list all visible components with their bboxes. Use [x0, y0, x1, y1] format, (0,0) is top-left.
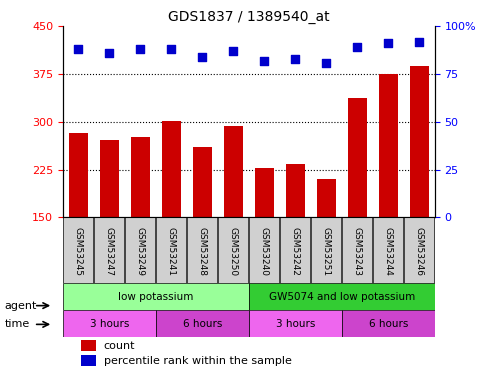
Text: 6 hours: 6 hours — [183, 319, 222, 329]
Point — [415, 39, 423, 45]
Bar — [100, 140, 118, 313]
Text: GSM53245: GSM53245 — [74, 227, 83, 276]
Text: GW5074 and low potassium: GW5074 and low potassium — [269, 291, 415, 302]
FancyBboxPatch shape — [404, 217, 434, 283]
Point — [105, 50, 113, 56]
Title: GDS1837 / 1389540_at: GDS1837 / 1389540_at — [168, 10, 329, 24]
FancyBboxPatch shape — [342, 310, 435, 338]
Text: GSM53249: GSM53249 — [136, 227, 145, 276]
Text: 3 hours: 3 hours — [89, 319, 129, 329]
FancyBboxPatch shape — [63, 310, 156, 338]
Text: count: count — [104, 341, 135, 351]
Bar — [379, 74, 398, 313]
Bar — [193, 147, 212, 313]
Bar — [286, 165, 304, 313]
Text: 6 hours: 6 hours — [369, 319, 408, 329]
Bar — [131, 137, 150, 313]
Bar — [317, 179, 336, 313]
Text: GSM53250: GSM53250 — [229, 227, 238, 276]
Bar — [81, 340, 96, 351]
FancyBboxPatch shape — [126, 217, 155, 283]
Bar — [255, 168, 273, 313]
FancyBboxPatch shape — [218, 217, 248, 283]
Text: GSM53243: GSM53243 — [353, 227, 362, 276]
FancyBboxPatch shape — [156, 310, 249, 338]
FancyBboxPatch shape — [373, 217, 403, 283]
Text: GSM53247: GSM53247 — [105, 227, 114, 276]
Text: GSM53251: GSM53251 — [322, 227, 331, 276]
Bar — [81, 356, 96, 366]
Bar — [224, 126, 242, 313]
FancyBboxPatch shape — [63, 283, 249, 310]
Text: percentile rank within the sample: percentile rank within the sample — [104, 356, 292, 366]
Point — [354, 44, 361, 50]
FancyBboxPatch shape — [156, 217, 186, 283]
Point — [291, 56, 299, 62]
Text: GSM53244: GSM53244 — [384, 227, 393, 276]
Point — [199, 54, 206, 60]
Point — [74, 46, 82, 52]
Point — [260, 58, 268, 64]
Text: GSM53240: GSM53240 — [260, 227, 269, 276]
Bar — [69, 133, 87, 313]
Point — [136, 46, 144, 52]
FancyBboxPatch shape — [94, 217, 124, 283]
FancyBboxPatch shape — [280, 217, 310, 283]
Text: time: time — [5, 320, 30, 329]
Text: GSM53246: GSM53246 — [415, 227, 424, 276]
Point — [322, 60, 330, 66]
Text: 3 hours: 3 hours — [275, 319, 315, 329]
FancyBboxPatch shape — [342, 217, 372, 283]
Bar — [410, 66, 428, 313]
Text: GSM53248: GSM53248 — [198, 227, 207, 276]
FancyBboxPatch shape — [63, 217, 93, 283]
FancyBboxPatch shape — [249, 283, 435, 310]
Text: GSM53242: GSM53242 — [291, 227, 300, 276]
Text: low potassium: low potassium — [118, 291, 194, 302]
Point — [229, 48, 237, 54]
Bar — [348, 98, 367, 313]
FancyBboxPatch shape — [187, 217, 217, 283]
FancyBboxPatch shape — [312, 217, 341, 283]
Text: agent: agent — [5, 301, 37, 310]
Point — [168, 46, 175, 52]
FancyBboxPatch shape — [249, 217, 279, 283]
Bar — [162, 121, 181, 313]
FancyBboxPatch shape — [249, 310, 342, 338]
Point — [384, 40, 392, 46]
Text: GSM53241: GSM53241 — [167, 227, 176, 276]
